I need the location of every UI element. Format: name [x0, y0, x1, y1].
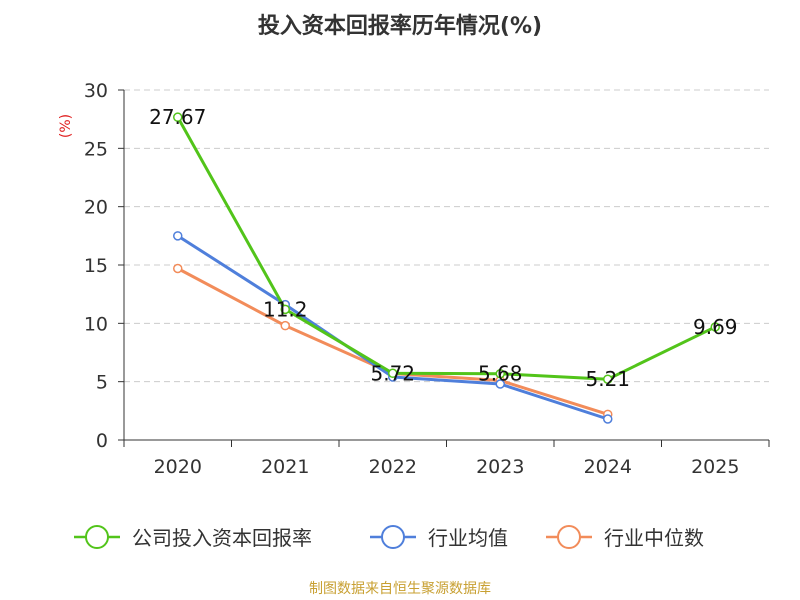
data-point — [495, 379, 505, 389]
data-label: 5.21 — [585, 367, 630, 391]
data-label: 9.69 — [693, 315, 738, 339]
data-point — [603, 374, 613, 384]
y-tick-label: 25 — [84, 138, 108, 160]
y-tick-label: 0 — [96, 430, 108, 452]
data-point — [710, 322, 720, 332]
legend-label: 行业中位数 — [604, 526, 704, 550]
y-tick-label: 20 — [84, 197, 108, 219]
x-tick-label: 2025 — [691, 456, 739, 478]
source-note: 制图数据来自恒生聚源数据库 — [309, 581, 491, 597]
legend-marker — [85, 525, 109, 549]
data-point — [280, 320, 290, 331]
x-tick-label: 2024 — [584, 456, 632, 478]
x-tick-label: 2021 — [261, 456, 309, 478]
data-label: 5.72 — [370, 361, 415, 385]
data-point — [173, 231, 183, 241]
data-label: 5.68 — [478, 362, 523, 386]
legend-label: 行业均值 — [428, 526, 508, 550]
y-axis-label: (%) — [58, 114, 74, 138]
data-label: 11.2 — [263, 297, 308, 321]
y-tick-label: 30 — [84, 80, 108, 102]
chart-title: 投入资本回报率历年情况(%) — [257, 14, 543, 39]
x-tick-label: 2022 — [369, 456, 417, 478]
data-label: 27.67 — [149, 105, 206, 129]
data-point — [495, 368, 505, 379]
x-tick-label: 2020 — [154, 456, 202, 478]
y-tick-label: 5 — [96, 372, 108, 394]
data-point — [173, 112, 183, 122]
legend-marker — [381, 525, 405, 549]
series-line — [176, 234, 609, 421]
x-tick-label: 2023 — [476, 456, 524, 478]
data-point — [603, 414, 613, 424]
data-point — [173, 263, 183, 274]
data-point — [280, 304, 290, 315]
y-tick-label: 10 — [84, 313, 108, 335]
series-line — [177, 267, 609, 416]
data-point — [388, 368, 398, 379]
legend-label: 公司投入资本回报率 — [132, 526, 312, 550]
series-line — [176, 116, 716, 381]
y-tick-label: 15 — [84, 255, 108, 277]
legend-marker — [557, 525, 581, 549]
